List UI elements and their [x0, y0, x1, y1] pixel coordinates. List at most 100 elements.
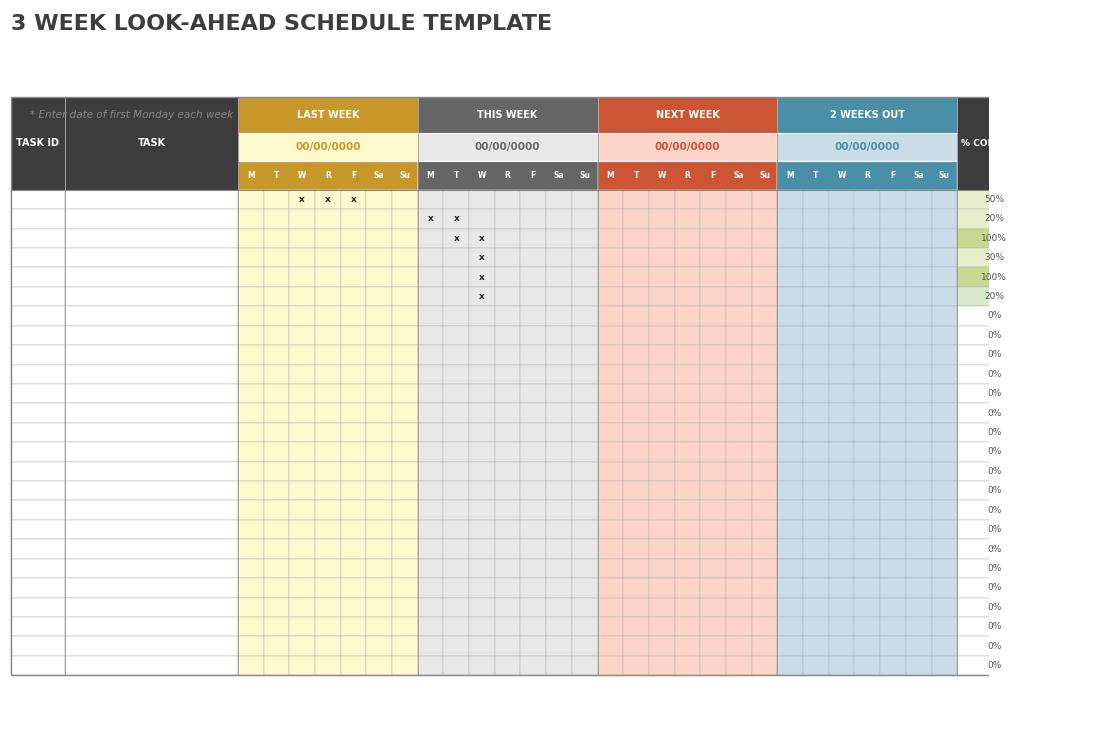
Bar [572, 287, 598, 306]
Bar [520, 598, 547, 617]
Text: F: F [711, 171, 715, 180]
Text: Su: Su [759, 171, 770, 180]
Bar [649, 403, 674, 423]
Bar [700, 306, 725, 326]
Bar [289, 248, 316, 267]
Bar [520, 539, 547, 559]
Bar [443, 384, 469, 403]
Text: 0%: 0% [987, 622, 1001, 631]
Bar [1031, 248, 1111, 267]
Bar [905, 578, 931, 598]
Bar [598, 598, 623, 617]
Bar [572, 209, 598, 229]
Bar [931, 423, 958, 442]
Bar [289, 423, 316, 442]
Bar [803, 287, 829, 306]
Bar [238, 559, 263, 578]
Bar [778, 287, 803, 306]
Bar [392, 539, 418, 559]
Bar [880, 306, 905, 326]
Bar [11, 267, 66, 287]
Bar [854, 423, 880, 442]
Bar [778, 248, 803, 267]
Bar [572, 500, 598, 520]
Bar [778, 161, 958, 190]
Bar [649, 267, 674, 287]
Bar [443, 423, 469, 442]
Bar [367, 229, 392, 248]
Bar [289, 306, 316, 326]
Bar [623, 617, 649, 636]
Bar [316, 578, 341, 598]
Bar [367, 520, 392, 539]
Bar [931, 190, 958, 209]
Bar [469, 423, 494, 442]
Text: x: x [453, 234, 459, 243]
Bar [674, 500, 700, 520]
Bar [854, 190, 880, 209]
Bar [443, 190, 469, 209]
Bar [520, 442, 547, 462]
Bar [778, 133, 958, 161]
Bar [494, 539, 520, 559]
Bar [238, 500, 263, 520]
Bar [623, 345, 649, 365]
Bar [11, 97, 1111, 675]
Text: 00/00/0000: 00/00/0000 [654, 142, 720, 152]
Bar [392, 617, 418, 636]
Bar [418, 520, 443, 539]
Bar [443, 365, 469, 384]
Bar [931, 306, 958, 326]
Bar [803, 656, 829, 675]
Bar [547, 617, 572, 636]
Bar [66, 578, 238, 598]
Bar [880, 520, 905, 539]
Bar [11, 520, 66, 539]
Bar [700, 559, 725, 578]
Bar [263, 384, 289, 403]
Bar [238, 97, 418, 133]
Bar [905, 267, 931, 287]
Bar [66, 267, 238, 287]
Bar [238, 306, 263, 326]
Bar [854, 229, 880, 248]
Bar [392, 578, 418, 598]
Bar [829, 442, 854, 462]
Bar [803, 559, 829, 578]
Bar [649, 559, 674, 578]
Bar [598, 617, 623, 636]
Bar [752, 598, 778, 617]
Bar [958, 578, 1031, 598]
Bar [263, 617, 289, 636]
Bar [418, 306, 443, 326]
Bar [958, 656, 1031, 675]
Text: x: x [324, 195, 331, 204]
Bar [958, 190, 1031, 209]
Bar [778, 403, 803, 423]
Bar [392, 326, 418, 345]
Text: 0%: 0% [987, 642, 1001, 651]
Bar [469, 442, 494, 462]
Bar [803, 190, 829, 209]
Bar [649, 423, 674, 442]
Bar [700, 500, 725, 520]
Bar [66, 306, 238, 326]
Bar [958, 598, 1031, 617]
Bar [469, 559, 494, 578]
Bar [443, 345, 469, 365]
Bar [905, 287, 931, 306]
Bar [66, 326, 238, 345]
Bar [547, 656, 572, 675]
Bar [931, 209, 958, 229]
Text: 0%: 0% [987, 447, 1001, 456]
Bar [958, 267, 1031, 287]
Text: 0%: 0% [987, 564, 1001, 573]
Bar [1031, 267, 1111, 287]
Bar [674, 365, 700, 384]
Bar [778, 462, 803, 481]
Bar [598, 209, 623, 229]
Bar [880, 462, 905, 481]
Bar [289, 559, 316, 578]
Bar [494, 384, 520, 403]
Bar [572, 462, 598, 481]
